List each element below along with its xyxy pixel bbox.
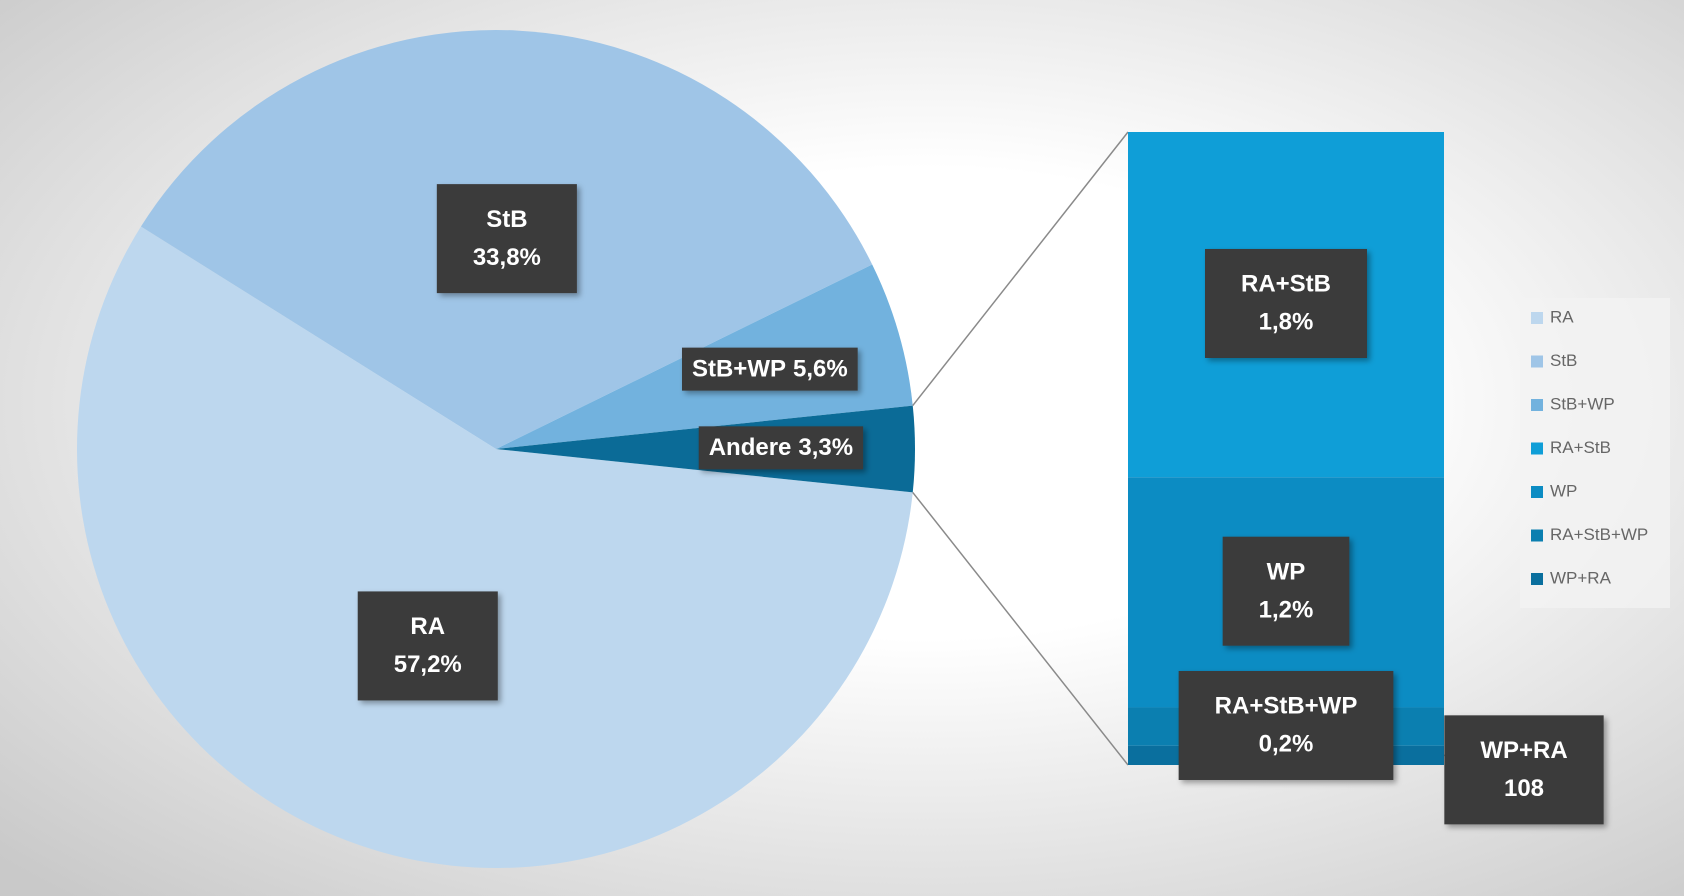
- label-box: [357, 591, 498, 701]
- legend-label: RA+StB: [1550, 438, 1611, 457]
- label-part: WP+RA: [1480, 737, 1567, 764]
- data-label: Andere 3,3%: [698, 426, 864, 470]
- data-label: RA+StB+WP 0,2%: [1178, 670, 1394, 780]
- label-part: Andere: [709, 434, 792, 461]
- data-label: RA 57,2%: [357, 591, 498, 701]
- legend-swatch: [1531, 312, 1543, 324]
- label-part: StB+WP: [692, 356, 786, 383]
- label-text: RA+StB+WP: [1215, 693, 1358, 720]
- pie-slice: [76, 226, 913, 869]
- label-text: StB: [486, 206, 527, 233]
- label-part: 3,3%: [798, 434, 853, 461]
- legend-label: StB+WP: [1550, 394, 1615, 413]
- legend-label: RA: [1550, 307, 1574, 326]
- label-text: 57,2%: [394, 651, 462, 678]
- label-text: 33,8%: [473, 244, 541, 271]
- label-part: 108: [1504, 775, 1544, 802]
- data-label: StB 33,8%: [436, 184, 577, 294]
- connector: [912, 131, 1129, 407]
- data-label: StB+WP 5,6%: [681, 347, 858, 391]
- label-part: 1,8%: [1259, 309, 1314, 336]
- legend-swatch: [1531, 355, 1543, 368]
- label-box: [698, 426, 864, 470]
- label-text: 0,2%: [1259, 731, 1314, 758]
- legend-box: [1520, 298, 1670, 608]
- connector: [912, 491, 1129, 766]
- legend-swatch: [1531, 573, 1543, 585]
- label-box: [1222, 536, 1350, 646]
- label-text: RA+StB: [1241, 271, 1331, 298]
- label-part: 1,2%: [1259, 597, 1314, 624]
- label-part: RA: [410, 613, 445, 640]
- legend-swatch: [1531, 399, 1543, 411]
- label-box: [1178, 670, 1394, 780]
- label-part: RA+StB: [1241, 271, 1331, 298]
- label-box: [436, 184, 577, 294]
- label-text: StB+WP 5,6%: [692, 356, 848, 383]
- label-text: WP+RA: [1480, 737, 1567, 764]
- data-label: WP 1,2%: [1222, 536, 1350, 646]
- label-part: 0,2%: [1259, 731, 1314, 758]
- legend-label: StB: [1550, 351, 1577, 370]
- label-box: [681, 347, 858, 391]
- label-text: 1,2%: [1259, 597, 1314, 624]
- label-part: RA+StB+WP: [1215, 693, 1358, 720]
- label-text: RA: [410, 613, 445, 640]
- legend-label: WP+RA: [1550, 568, 1612, 587]
- legend-swatch: [1531, 486, 1543, 498]
- label-box: [1444, 715, 1604, 825]
- label-part: 57,2%: [394, 651, 462, 678]
- legend-swatch: [1531, 442, 1543, 455]
- data-label: RA+StB 1,8%: [1204, 248, 1368, 358]
- label-part: WP: [1267, 559, 1306, 586]
- data-label: WP+RA 108: [1444, 715, 1604, 825]
- label-text: WP: [1267, 559, 1306, 586]
- legend-swatch: [1531, 529, 1543, 542]
- label-text: 108: [1504, 775, 1544, 802]
- label-part: 33,8%: [473, 244, 541, 271]
- label-part: StB: [486, 206, 527, 233]
- label-text: 1,8%: [1259, 309, 1314, 336]
- label-box: [1204, 248, 1368, 358]
- legend-label: WP: [1550, 481, 1577, 500]
- legend-label: RA+StB+WP: [1550, 525, 1648, 544]
- label-text: Andere 3,3%: [709, 434, 853, 461]
- label-part: 5,6%: [793, 356, 848, 383]
